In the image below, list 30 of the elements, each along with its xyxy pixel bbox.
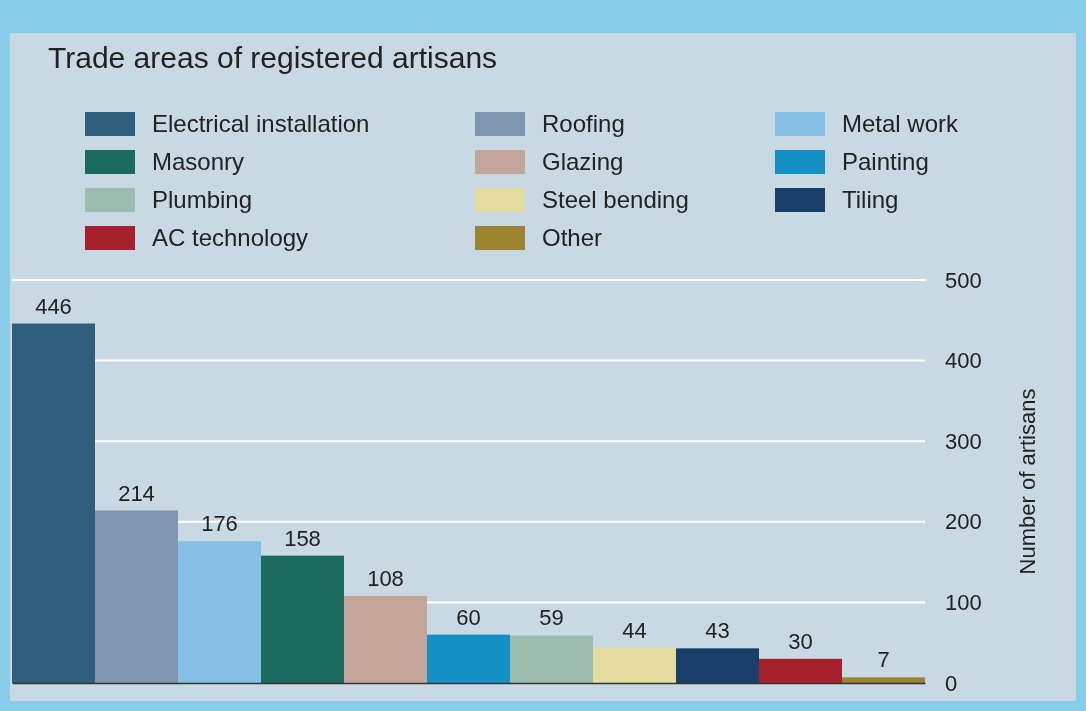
- data-label: 30: [788, 628, 813, 654]
- y-tick-label: 100: [945, 589, 982, 615]
- data-label: 176: [201, 511, 238, 537]
- y-tick-label: 300: [945, 428, 982, 454]
- legend-label: Glazing: [542, 148, 624, 175]
- legend-label: Electrical installation: [152, 110, 370, 137]
- legend-label: Metal work: [842, 110, 960, 137]
- legend-label: Steel bending: [542, 186, 689, 213]
- legend-label: Other: [542, 224, 603, 251]
- y-tick-label: 200: [945, 509, 982, 535]
- y-tick-label: 500: [945, 267, 982, 293]
- y-tick-label: 0: [945, 670, 958, 696]
- data-label: 108: [367, 565, 404, 591]
- data-label: 7: [877, 647, 890, 673]
- legend-label: Roofing: [542, 110, 625, 137]
- legend-label: Painting: [842, 148, 929, 175]
- data-label: 43: [705, 618, 730, 644]
- legend-label: Plumbing: [152, 186, 253, 213]
- data-label: 60: [456, 604, 481, 630]
- data-label: 59: [539, 605, 564, 631]
- data-label: 446: [35, 293, 72, 319]
- y-axis-title: Number of artisans: [1015, 388, 1040, 575]
- chart-title: Trade areas of registered artisans: [48, 41, 498, 74]
- data-label: 44: [622, 617, 647, 643]
- y-tick-label: 400: [945, 348, 982, 374]
- legend-label: Tiling: [842, 186, 899, 213]
- data-label: 214: [118, 480, 155, 506]
- data-label: 158: [284, 525, 321, 551]
- legend-label: AC technology: [152, 224, 309, 251]
- legend-label: Masonry: [152, 148, 245, 175]
